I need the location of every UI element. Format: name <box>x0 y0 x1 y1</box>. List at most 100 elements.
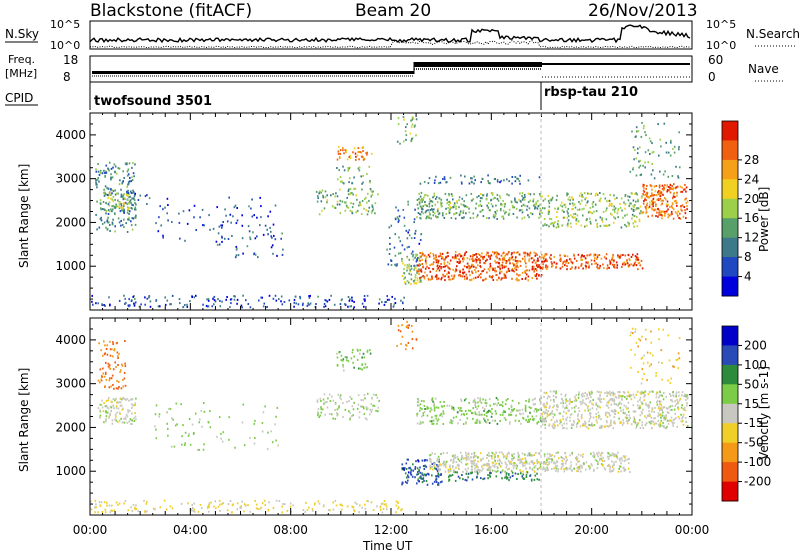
data-cell <box>608 455 610 458</box>
data-cell <box>681 404 683 407</box>
data-cell <box>515 262 518 265</box>
data-cell <box>352 193 354 196</box>
data-cell <box>341 180 343 183</box>
data-cell <box>253 214 255 217</box>
data-cell <box>582 392 584 395</box>
data-cell <box>502 217 505 220</box>
data-cell <box>332 193 334 195</box>
data-cell <box>612 260 615 263</box>
data-cell <box>473 455 476 458</box>
data-cell <box>517 177 520 180</box>
data-cell <box>326 401 328 403</box>
data-cell <box>569 466 572 469</box>
data-cell <box>106 228 109 231</box>
data-cell <box>684 395 687 397</box>
data-cell <box>641 335 643 338</box>
data-cell <box>582 423 585 425</box>
data-cell <box>473 400 476 402</box>
data-cell <box>326 300 329 303</box>
data-cell <box>258 299 260 302</box>
data-cell <box>215 507 217 510</box>
data-cell <box>440 257 443 260</box>
data-cell <box>482 457 484 460</box>
data-cell <box>440 262 442 265</box>
data-cell <box>335 504 338 507</box>
data-cell <box>317 295 319 298</box>
data-cell <box>475 253 477 255</box>
data-cell <box>218 225 221 228</box>
data-cell <box>528 269 531 272</box>
data-cell <box>542 403 545 406</box>
data-cell <box>367 192 369 195</box>
data-cell <box>487 411 489 414</box>
data-cell <box>106 353 109 356</box>
data-cell <box>466 470 468 473</box>
data-cell <box>105 405 108 407</box>
data-cell <box>501 265 504 268</box>
data-cell <box>632 204 635 207</box>
data-cell <box>255 503 258 506</box>
data-cell <box>127 509 130 512</box>
data-cell <box>318 416 320 419</box>
data-cell <box>521 257 524 260</box>
data-cell <box>521 458 524 460</box>
data-cell <box>452 459 455 462</box>
data-cell <box>630 263 632 266</box>
data-cell <box>476 418 479 421</box>
data-cell <box>431 398 434 401</box>
data-cell <box>596 390 599 393</box>
data-cell <box>440 198 443 201</box>
data-cell <box>554 466 556 469</box>
data-cell <box>536 468 539 471</box>
data-cell <box>432 253 435 255</box>
data-cell <box>629 416 631 419</box>
data-cell <box>622 419 624 422</box>
data-cell <box>336 414 338 417</box>
data-cell <box>624 396 626 399</box>
data-cell <box>607 463 610 466</box>
data-cell <box>127 409 129 412</box>
data-cell <box>105 164 108 167</box>
data-cell <box>612 421 615 424</box>
data-cell <box>95 182 97 185</box>
data-cell <box>524 277 527 280</box>
data-cell <box>661 217 663 220</box>
data-cell <box>658 338 660 341</box>
data-cell <box>612 208 614 211</box>
data-cell <box>366 500 368 502</box>
data-cell <box>499 196 502 199</box>
data-cell <box>462 271 464 274</box>
data-cell <box>134 206 137 209</box>
data-cell <box>362 156 365 159</box>
data-cell <box>496 193 499 196</box>
data-cell <box>462 260 464 263</box>
data-cell <box>636 390 639 393</box>
data-cell <box>551 425 554 428</box>
data-cell <box>127 181 130 184</box>
frequency-panel: Freq. [MHz] 18 8 60 0 Nave <box>5 53 785 84</box>
data-cell <box>121 181 124 184</box>
data-cell <box>567 198 570 201</box>
data-cell <box>216 243 219 246</box>
data-cell <box>659 409 661 412</box>
data-cell <box>184 431 187 434</box>
data-cell <box>336 363 339 366</box>
data-cell <box>665 203 668 206</box>
data-cell <box>133 199 136 202</box>
data-cell <box>639 414 642 417</box>
data-cell <box>685 217 687 219</box>
data-cell <box>570 260 573 263</box>
data-cell <box>267 215 269 218</box>
data-cell <box>627 420 629 422</box>
data-cell <box>648 405 651 408</box>
data-cell <box>459 477 461 480</box>
data-cell <box>282 503 284 505</box>
data-cell <box>242 403 245 406</box>
data-cell <box>454 270 456 273</box>
data-cell <box>502 215 504 218</box>
data-cell <box>655 215 657 217</box>
data-cell <box>599 395 601 398</box>
data-cell <box>131 217 134 220</box>
data-cell <box>479 400 481 403</box>
data-cell <box>545 411 547 414</box>
